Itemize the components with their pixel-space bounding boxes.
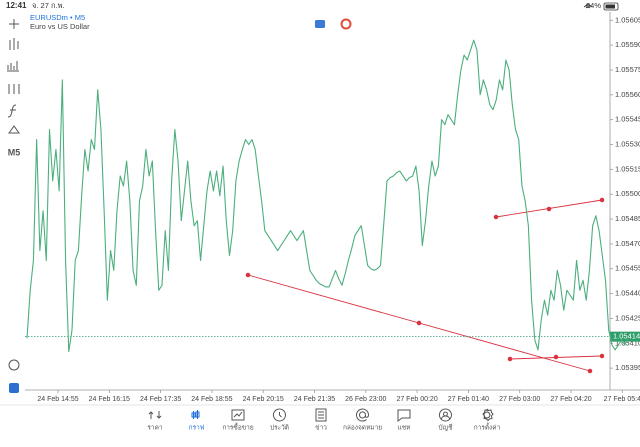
trend-point[interactable]: [587, 368, 593, 374]
trend-point[interactable]: [507, 356, 513, 362]
tab-label[interactable]: กราฟ: [189, 425, 205, 432]
trend-point[interactable]: [599, 197, 605, 203]
tab-label[interactable]: แชท: [398, 425, 411, 432]
tab-label[interactable]: ราคา: [147, 425, 162, 432]
tab-icon[interactable]: [148, 411, 162, 419]
y-tick-label: 1.05560: [615, 90, 640, 99]
tab-icon[interactable]: [482, 408, 494, 422]
app-icon[interactable]: [9, 383, 19, 393]
function-tool[interactable]: [7, 104, 17, 118]
y-tick-label: 1.05530: [615, 139, 640, 148]
battery-level: [605, 4, 615, 9]
tab-label[interactable]: การตั้งค่า: [474, 423, 501, 432]
tab-icon[interactable]: [397, 409, 411, 422]
tab-label[interactable]: กล่องจดหมาย: [343, 425, 382, 432]
tab-label[interactable]: บัญชี: [438, 424, 453, 432]
y-tick-label: 1.05485: [615, 214, 640, 223]
y-tick-label: 1.05515: [615, 164, 640, 173]
y-tick-label: 1.05590: [615, 40, 640, 49]
trade-icon[interactable]: [8, 359, 20, 371]
x-tick-label: 24 Feb 16:15: [89, 396, 130, 403]
y-tick-label: 1.05455: [615, 264, 640, 273]
tab-label[interactable]: ข่าว: [315, 425, 327, 432]
indicator-tool[interactable]: [7, 61, 19, 72]
y-tick-label: 1.05545: [615, 115, 640, 124]
tab-label[interactable]: การซื้อขาย: [222, 423, 253, 432]
tab-icon[interactable]: [231, 409, 245, 421]
x-tick-label: 27 Feb 01:40: [448, 396, 489, 403]
tab-icon[interactable]: [191, 410, 200, 419]
y-tick-label: 1.05425: [615, 313, 640, 322]
x-tick-label: 27 Feb 00:20: [396, 396, 437, 403]
shape-tool[interactable]: [8, 125, 20, 134]
settings-tool[interactable]: [8, 84, 20, 94]
current-price-label: 1.05414: [613, 332, 640, 341]
timeframe-button[interactable]: M5: [8, 147, 21, 157]
trend-point[interactable]: [416, 320, 422, 326]
x-tick-label: 24 Feb 14:55: [37, 396, 78, 403]
x-tick-label: 27 Feb 04:20: [550, 396, 591, 403]
trend-lines: [245, 197, 605, 374]
tab-icon[interactable]: [315, 408, 327, 422]
status-date: จ. 27 ก.พ.: [32, 1, 65, 10]
x-tick-label: 27 Feb 03:00: [499, 396, 540, 403]
price-line: [26, 39, 629, 353]
left-toolbar: [7, 19, 20, 134]
y-tick-label: 1.05605: [615, 15, 640, 24]
y-tick-label: 1.05500: [615, 189, 640, 198]
x-tick-label: 26 Feb 23:00: [345, 396, 386, 403]
chart-title: EURUSDm • M5: [30, 13, 85, 22]
tab-icon[interactable]: [356, 408, 369, 422]
trend-point[interactable]: [599, 353, 605, 359]
status-time: 12:41: [6, 1, 27, 10]
y-tick-label: 1.05395: [615, 363, 640, 372]
x-tick-label: 24 Feb 21:35: [294, 396, 335, 403]
signal-icon[interactable]: [340, 18, 352, 30]
battery-icon: [603, 2, 619, 11]
current-price-box: [610, 331, 640, 342]
crosshair-tool[interactable]: [9, 19, 19, 29]
trend-point[interactable]: [546, 206, 552, 212]
x-tick-label: 24 Feb 18:55: [191, 396, 232, 403]
y-tick-label: 1.05440: [615, 289, 640, 298]
chart-subtitle: Euro vs US Dollar: [30, 22, 90, 31]
tab-icon[interactable]: [272, 408, 286, 422]
tab-label[interactable]: ประวัติ: [270, 424, 289, 432]
x-tick-label: 24 Feb 17:35: [140, 396, 181, 403]
x-tick-label: 27 Feb 05:4: [604, 396, 640, 403]
tab-icon[interactable]: [438, 408, 452, 422]
wifi-icon: [583, 3, 593, 9]
trend-point[interactable]: [245, 272, 251, 278]
chart-type-tool[interactable]: [9, 38, 19, 50]
x-tick-label: 24 Feb 20:15: [243, 396, 284, 403]
trend-point[interactable]: [553, 354, 559, 360]
one-click-icon[interactable]: [315, 20, 325, 28]
trend-point[interactable]: [493, 214, 499, 220]
y-tick-label: 1.05470: [615, 239, 640, 248]
y-tick-label: 1.05410: [615, 338, 640, 347]
y-tick-label: 1.05575: [615, 65, 640, 74]
status-battery: 84%: [586, 1, 601, 10]
